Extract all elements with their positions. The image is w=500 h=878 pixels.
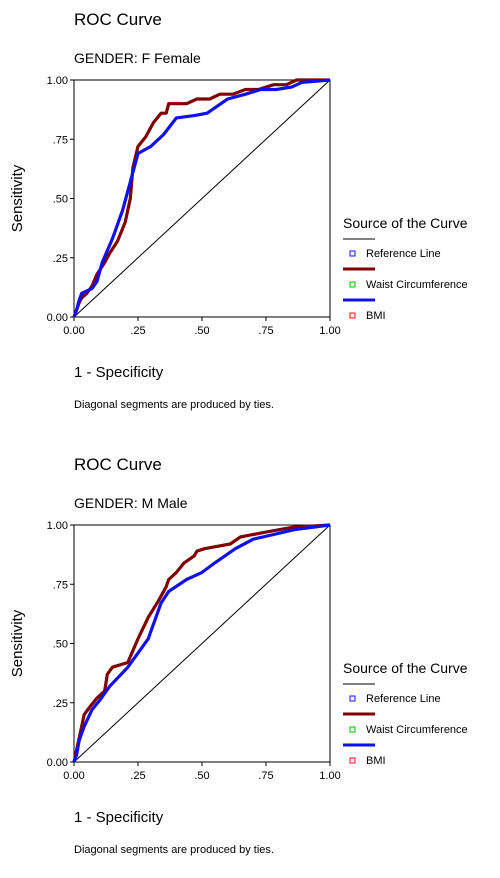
legend-marker-blue [349, 250, 356, 257]
chart-subtitle: GENDER: M Male [74, 495, 188, 511]
chart-title: ROC Curve [74, 10, 162, 29]
y-tick-label: .25 [53, 698, 68, 710]
legend-marker-red [349, 757, 356, 764]
x-tick-label: .75 [258, 770, 273, 782]
legend-waist-label: Waist Circumference [366, 279, 468, 291]
roc-plot: 0.00 .25 .50 .75 1.00 0.00 .25 .50 .75 1.00 Sensit… [9, 75, 375, 337]
legend-bmi-label: BMI [366, 310, 386, 322]
chart-title: ROC Curve [74, 455, 162, 474]
chart-subtitle: GENDER: F Female [74, 50, 201, 66]
y-tick-label: 1.00 [47, 520, 68, 532]
x-tick-label: .50 [194, 770, 209, 782]
y-axis-label: Sensitivity [9, 164, 26, 232]
x-axis-label: 1 - Specificity [74, 364, 164, 381]
roc-panel-female: ROC Curve GENDER: F Female 0.00 .25 .50 .75… [0, 0, 500, 433]
legend-marker-green [349, 726, 356, 733]
bmi-curve [72, 78, 331, 318]
x-tick-label: 0.00 [63, 325, 84, 337]
x-tick-label: .75 [258, 325, 273, 337]
roc-plot: 0.00 .25 .50 .75 1.00 0.00 .25 .50 .75 1.00 Sensit… [9, 520, 375, 782]
legend-marker-blue [349, 695, 356, 702]
legend-bmi-label: BMI [366, 755, 386, 767]
y-tick-label: .50 [53, 194, 68, 206]
x-tick-label: 1.00 [319, 770, 340, 782]
ties-footnote: Diagonal segments are produced by ties. [74, 844, 274, 856]
reference-line [73, 524, 331, 763]
x-tick-label: 0.00 [63, 770, 84, 782]
reference-line [73, 79, 331, 318]
x-tick-label: .25 [130, 325, 145, 337]
x-axis-label: 1 - Specificity [74, 809, 164, 826]
y-tick-label: .50 [53, 639, 68, 651]
waist-circumference-curve [72, 523, 331, 763]
x-tick-label: .25 [130, 770, 145, 782]
y-tick-label: 0.00 [47, 312, 68, 324]
legend-title: Source of the Curve [343, 215, 468, 231]
legend-waist-label: Waist Circumference [366, 724, 468, 736]
legend-marker-red [349, 312, 356, 319]
x-tick-label: .50 [194, 325, 209, 337]
x-tick-label: 1.00 [319, 325, 340, 337]
legend-reference-label: Reference Line [366, 248, 441, 260]
y-tick-label: 1.00 [47, 75, 68, 87]
ties-footnote: Diagonal segments are produced by ties. [74, 399, 274, 411]
y-axis-label: Sensitivity [9, 609, 26, 677]
y-tick-label: 0.00 [47, 757, 68, 769]
legend-marker-green [349, 281, 356, 288]
bmi-curve [72, 523, 331, 763]
y-tick-label: .75 [53, 134, 68, 146]
y-tick-label: .75 [53, 579, 68, 591]
roc-panel-male: ROC Curve GENDER: M Male 0.00 .25 .50 .75 1.… [0, 445, 500, 878]
legend-title: Source of the Curve [343, 660, 468, 676]
legend-reference-label: Reference Line [366, 693, 441, 705]
y-tick-label: .25 [53, 253, 68, 265]
